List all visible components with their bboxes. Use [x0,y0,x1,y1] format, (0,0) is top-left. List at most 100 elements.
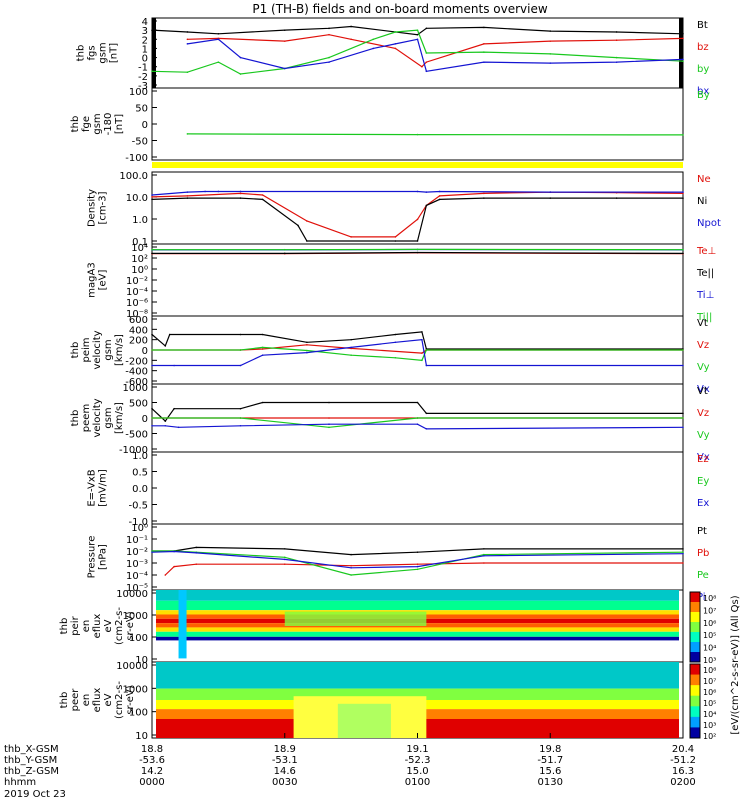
data-point [483,43,485,45]
data-point [425,364,428,367]
data-point [350,338,352,341]
data-point [682,58,684,61]
y-axis-label: peir [70,615,81,635]
spectrogram-peir [156,590,679,659]
x-tick-label: 0130 [538,777,563,788]
series-line-Pt [152,546,683,556]
data-point [350,38,352,41]
x-tick-label: 19.1 [406,744,428,755]
x-tick-label: 20.4 [672,744,694,755]
spectrogram-band [156,631,679,637]
x-tick-label: -51.2 [670,755,696,766]
data-point [261,346,264,349]
y-axis-label: magΑ3 [87,262,98,297]
colorbar-label: [eV/(cm^2-s-sr-eV)] (All Qs) [730,595,741,734]
y-tick-label: 10⁻¹ [126,535,148,546]
colorbar-tick-label: 10³ [703,721,716,730]
y-axis-label: (cm2-s- [114,607,125,645]
legend-entry: Pb [697,548,709,559]
legend-entry: Vy [697,430,710,441]
y-tick-label: 10000 [116,661,148,672]
x-tick-label: 0200 [670,777,695,788]
data-point [483,51,485,53]
spectrogram-peer [156,662,679,738]
data-point [283,252,286,255]
data-point [283,558,286,561]
spectrogram-band [337,703,391,738]
data-point [261,198,264,201]
data-point [239,190,242,193]
series-line-Bt [151,25,684,36]
data-point [350,574,352,576]
colorbar-segment [690,674,700,686]
data-point [261,333,264,336]
data-point [173,407,175,410]
data-point [186,133,189,135]
data-point [261,194,264,196]
panel-frame [151,523,684,591]
data-point [425,191,428,193]
colorbar-tick-label: 10⁵ [703,699,716,708]
data-point [615,31,618,33]
y-tick-label: 600 [129,315,148,326]
data-point [425,52,428,54]
legend-entry: Vt [697,386,708,397]
legend-entry: Bt [697,20,708,31]
data-point [483,61,485,63]
data-point [195,563,198,565]
data-point [217,38,220,41]
data-point [328,56,330,59]
legend-entry: Ex [697,498,709,509]
series-group-temp [151,248,684,255]
data-point [682,349,684,351]
colorbar-tick-label: 10⁴ [703,710,716,719]
data-point [164,574,167,576]
colorbar-segment [690,716,700,728]
data-point [151,252,153,255]
series-group-fge [186,133,684,136]
data-point [549,40,552,42]
data-point [682,552,684,555]
y-axis-label: thb [59,618,70,635]
legend-entry: Pe [697,570,709,581]
data-point [416,33,419,36]
data-point [425,61,428,63]
data-point [425,412,428,415]
data-point [549,191,552,193]
data-point [682,417,684,419]
colorbar-segment [690,695,700,707]
data-point [164,345,167,347]
data-point [306,344,308,346]
y-tick-label: 10⁻⁸ [126,309,148,320]
data-point [239,56,242,59]
data-point [283,556,286,559]
data-point [483,553,485,556]
y-axis-label: velocity [92,398,103,437]
colorbar-segment [690,612,700,623]
y-axis-label: [eV] [98,270,109,291]
data-point [682,197,684,199]
data-point [239,333,242,336]
spectrogram-band [156,688,679,700]
data-point [682,412,684,415]
data-point [549,30,552,32]
legend-entry: Pt [697,526,707,537]
data-point [416,190,419,193]
x-row-name: thb_Z-GSM [4,766,59,777]
data-point [416,401,419,404]
data-point [261,354,264,356]
legend-entry: Ti|| [696,312,712,323]
y-tick-label: 100 [129,87,148,98]
y-axis-label: en [81,694,92,707]
data-point [483,562,485,564]
data-point [195,552,198,554]
data-point [306,240,308,242]
y-tick-label: 0.0 [132,484,148,495]
data-point [682,192,684,195]
data-point [261,348,264,350]
data-point [204,190,206,193]
data-point [416,251,419,254]
y-tick-label: 1000 [123,611,148,622]
y-tick-label: 400 [129,325,148,336]
